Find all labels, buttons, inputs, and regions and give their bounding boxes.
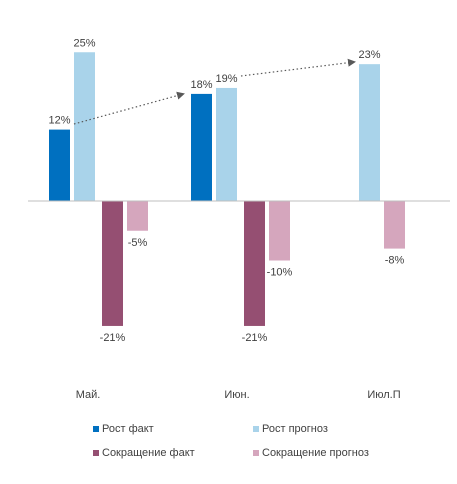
data-label-рост-факт-1: 18%: [190, 79, 212, 91]
legend-swatch-сокращение-факт: [93, 450, 99, 456]
trend-arrows: [73, 58, 356, 125]
bars-layer: [49, 52, 405, 326]
bar-рост-прогноз-2: [359, 64, 380, 202]
category-label-1: Июн.: [224, 389, 249, 401]
bar-сокращение-прогноз-1: [269, 201, 290, 261]
legend-label-сокращение-прогноз: Сокращение прогноз: [262, 447, 369, 459]
data-label-рост-прогноз-2: 23%: [358, 49, 380, 61]
data-label-рост-прогноз-1: 19%: [215, 73, 237, 85]
category-label-0: Май.: [76, 389, 101, 401]
category-ticks: Май. Июн. Июл.П: [76, 389, 401, 401]
trend-arrow-0: [73, 91, 185, 125]
data-label-сокращение-прогноз-0: -5%: [128, 237, 148, 249]
legend-swatch-рост-факт: [93, 426, 99, 432]
trend-arrow-1: [240, 58, 356, 77]
data-label-сокращение-факт-1: -21%: [242, 332, 268, 344]
legend-swatch-сокращение-прогноз: [253, 450, 259, 456]
category-label-2: Июл.П: [367, 389, 400, 401]
bar-рост-факт-1: [191, 93, 212, 201]
data-label-сокращение-прогноз-1: -10%: [267, 267, 293, 279]
data-label-сокращение-факт-0: -21%: [100, 332, 126, 344]
legend-label-рост-прогноз: Рост прогноз: [262, 423, 328, 435]
legend: Рост факт Рост прогноз Сокращение факт Сокр…: [93, 423, 369, 459]
bar-сокращение-прогноз-0: [127, 201, 148, 231]
bar-рост-прогноз-1: [216, 87, 237, 201]
bar-сокращение-факт-0: [102, 201, 123, 326]
data-label-рост-прогноз-0: 25%: [73, 37, 95, 49]
data-label-сокращение-прогноз-2: -8%: [385, 255, 405, 267]
bar-рост-прогноз-0: [74, 52, 95, 201]
legend-label-рост-факт: Рост факт: [102, 423, 154, 435]
legend-label-сокращение-факт: Сокращение факт: [102, 447, 195, 459]
bar-рост-факт-0: [49, 129, 70, 201]
bar-сокращение-факт-1: [244, 201, 265, 326]
bar-сокращение-прогноз-2: [384, 201, 405, 249]
legend-swatch-рост-прогноз: [253, 426, 259, 432]
data-label-рост-факт-0: 12%: [48, 115, 70, 127]
data-labels: 12% 25% -21% -5% 18% 19% -21% -10% 23% -8%: [48, 37, 404, 344]
